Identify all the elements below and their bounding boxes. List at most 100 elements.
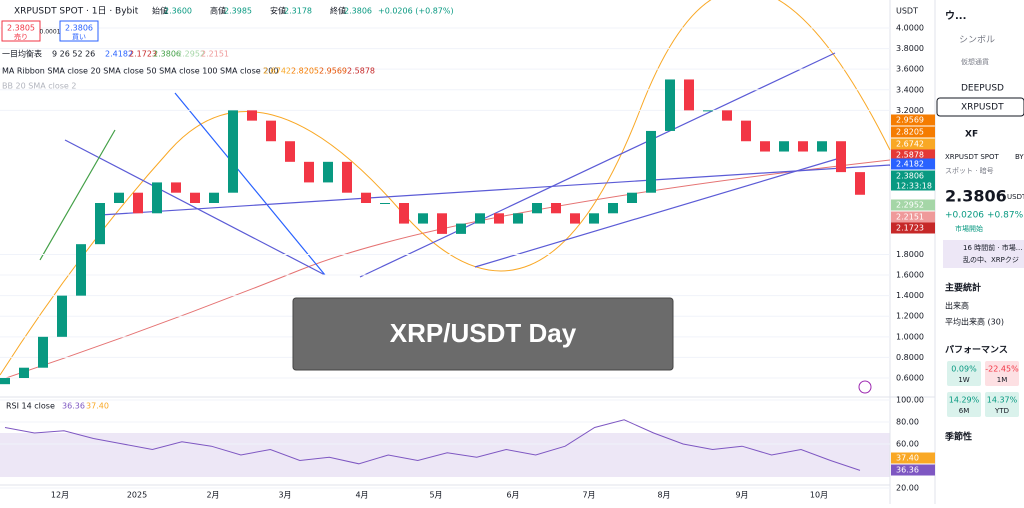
perf-cell: [985, 361, 1019, 386]
close_label: 終値: [330, 6, 346, 16]
symbol-kind: スポット · 暗号: [945, 166, 994, 175]
candle: [418, 213, 428, 224]
price-tag-label: 2.5878: [896, 151, 924, 160]
currency: USDT: [1007, 193, 1024, 201]
indicator-value: 2.6742: [263, 67, 291, 76]
candle: [228, 110, 238, 193]
y-tick-label: 0.8000: [896, 353, 924, 362]
x-tick-label: 8月: [657, 491, 670, 500]
indicator-value: 2.5878: [347, 67, 375, 76]
sell-label: 売り: [14, 32, 28, 41]
sell-price: 2.3805: [7, 24, 35, 33]
candle: [817, 141, 827, 152]
candle: [589, 213, 599, 224]
news-line: 16 時間前 · 市場...: [963, 243, 1022, 252]
x-tick-label: 10月: [810, 491, 828, 500]
selected-row[interactable]: [936, 97, 1024, 117]
indicator-params: 9 26 52 26: [52, 50, 95, 59]
price-tag: [891, 211, 935, 223]
candle: [475, 213, 485, 224]
candle: [114, 192, 124, 203]
trend-line: [39, 129, 116, 261]
perf-cell: [947, 392, 981, 417]
price-tag-label: 2.8205: [896, 128, 924, 137]
symbol-logo: XF: [965, 130, 978, 140]
price-tag-label: 2.2952: [896, 201, 924, 210]
rsi-line: [4, 419, 861, 471]
chart-bg: [0, 0, 890, 485]
x-tick-label: 9月: [735, 491, 748, 500]
perf-value: -22.45%: [985, 365, 1019, 374]
candle: [741, 120, 751, 142]
candle: [513, 213, 523, 224]
y-tick-label: 3.8000: [896, 44, 924, 53]
candle: [779, 141, 789, 152]
candle: [209, 192, 219, 203]
perf-cell: [947, 361, 981, 386]
y-tick-label: 1.8000: [896, 250, 924, 259]
candle: [665, 79, 675, 131]
symbol: XRPUSDT SPOT · 1日 · Bybit: [14, 6, 139, 17]
column-header: シンボル: [959, 35, 995, 46]
symbol-name: XRPUSDT SPOT: [945, 153, 1000, 161]
perf-value: 14.37%: [987, 396, 1018, 405]
rsi-band: [0, 433, 890, 477]
y-tick-label: 4.0000: [896, 24, 924, 33]
y-tick-label: 1.6000: [896, 271, 924, 280]
rsi-tag: [891, 452, 935, 464]
y-tick-label: 80.00: [896, 418, 919, 427]
candle: [703, 110, 713, 112]
rsi-value: 36.36: [62, 402, 85, 411]
candle: [608, 203, 618, 214]
y-tick-label: 20.00: [896, 484, 919, 493]
indicator-value: 2.9569: [319, 67, 347, 76]
section-title: 季節性: [944, 431, 972, 443]
perf-cell: [985, 392, 1019, 417]
indicator-name: MA Ribbon SMA close 20 SMA close 50 SMA …: [2, 67, 278, 76]
x-tick-label: 3月: [278, 491, 291, 500]
candle: [38, 336, 48, 368]
indicator-value: 2.4182: [105, 50, 133, 59]
price-tag-label: 2.2151: [896, 213, 924, 222]
y-tick-label: 1.2000: [896, 312, 924, 321]
candle: [133, 192, 143, 214]
candle: [152, 182, 162, 214]
rsi-tag-label: 37.40: [896, 454, 919, 463]
price-tag: [891, 199, 935, 211]
perf-period: YTD: [994, 407, 1009, 415]
flash-icon[interactable]: [858, 380, 872, 394]
candle: [19, 367, 29, 378]
news-box[interactable]: [943, 240, 1024, 268]
candle: [437, 213, 447, 234]
change: +0.0206: [945, 211, 984, 221]
candle: [646, 130, 656, 193]
rsi-tag-label: 36.36: [896, 466, 919, 475]
section-title: パフォーマンス: [945, 344, 1008, 356]
candle: [380, 203, 390, 204]
low_label: 安値: [270, 6, 286, 16]
price-tag: [891, 158, 935, 170]
trend-line: [359, 52, 836, 278]
price-tag: [891, 222, 935, 234]
y-tick-label: 3.4000: [896, 85, 924, 94]
candle: [285, 141, 295, 162]
candle: [0, 378, 10, 385]
perf-period: 1W: [958, 376, 969, 384]
trend-line: [99, 164, 891, 216]
sell-button[interactable]: [1, 20, 41, 42]
x-tick-label: 2025: [127, 491, 147, 500]
candle: [798, 141, 808, 152]
candle: [399, 203, 409, 224]
candle: [57, 295, 67, 337]
buy-button[interactable]: [59, 20, 99, 42]
price-tag-label: 2.4182: [896, 160, 924, 169]
indicator-name: 一目均衡表: [2, 49, 42, 59]
indicator-name: BB 20 SMA close 2: [2, 82, 76, 91]
price-tag: [891, 126, 935, 138]
marks: [0, 27, 890, 489]
candle: [76, 244, 86, 296]
indicator-value: 2.3806: [153, 50, 181, 59]
buy-label: 買い: [72, 33, 86, 41]
